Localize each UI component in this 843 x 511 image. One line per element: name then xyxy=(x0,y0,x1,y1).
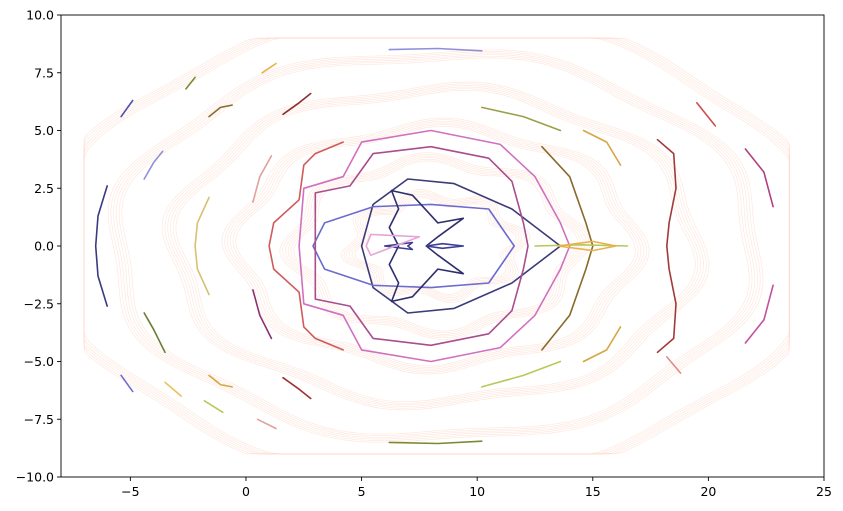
background-wave-ring xyxy=(107,49,764,443)
background-wave-ring xyxy=(170,86,702,406)
series-line-17 xyxy=(656,138,677,354)
x-tick-label: 25 xyxy=(816,484,832,499)
background-wave-ring xyxy=(224,119,647,373)
series-line-4 xyxy=(425,242,465,250)
series-line-10 xyxy=(541,145,594,351)
series-line-20 xyxy=(744,284,774,344)
series-line-5 xyxy=(365,233,421,256)
series-line-26 xyxy=(208,104,233,118)
background-wave-ring xyxy=(167,85,704,407)
series-line-24 xyxy=(282,92,312,116)
series-group xyxy=(94,47,774,445)
y-tick-label: 2.5 xyxy=(34,181,54,196)
x-tick-label: 0 xyxy=(242,484,250,499)
background-wave-ring xyxy=(235,125,636,367)
series-line-29 xyxy=(256,418,277,430)
background-wave-ring xyxy=(287,157,584,335)
series-line-1 xyxy=(312,203,515,289)
y-tick-label: 10.0 xyxy=(26,8,54,23)
series-line-30 xyxy=(252,155,273,203)
series-line-39 xyxy=(120,374,134,393)
y-tick-label: −2.5 xyxy=(24,296,54,311)
series-line-16 xyxy=(582,326,622,363)
background-wave-ring xyxy=(279,152,592,340)
series-line-34 xyxy=(203,400,224,414)
background-wave-ring xyxy=(118,55,753,437)
series-line-32 xyxy=(194,196,210,296)
y-tick-label: 0.0 xyxy=(34,239,54,254)
x-axis-ticks: −5 0 5 10 15 20 25 xyxy=(121,477,832,499)
background-wave-ring xyxy=(229,122,642,370)
series-line-21 xyxy=(696,102,717,127)
x-tick-label: 10 xyxy=(469,484,485,499)
background-wave-ring xyxy=(175,90,696,402)
background-wave-ring xyxy=(346,192,525,300)
series-line-35 xyxy=(143,150,164,180)
y-tick-label: −10.0 xyxy=(16,470,54,485)
y-tick-label: 5.0 xyxy=(34,123,54,138)
background-wave-ring xyxy=(221,117,650,375)
y-tick-label: −7.5 xyxy=(24,412,54,427)
series-line-15 xyxy=(481,360,562,388)
series-line-31 xyxy=(252,289,273,340)
series-line-33 xyxy=(185,76,196,90)
series-line-38 xyxy=(120,99,134,118)
background-wave-ring xyxy=(113,52,758,440)
series-line-28 xyxy=(261,62,277,74)
x-tick-label: 20 xyxy=(700,484,716,499)
series-line-40 xyxy=(164,381,182,397)
series-line-18 xyxy=(666,356,682,374)
series-line-9 xyxy=(314,141,344,155)
background-wave-ring xyxy=(116,54,756,438)
background-wave-ring xyxy=(232,124,639,368)
background-wave-ring xyxy=(284,155,587,337)
x-tick-label: 5 xyxy=(358,484,366,499)
series-line-37 xyxy=(94,185,108,307)
series-line-36 xyxy=(143,312,166,354)
background-wave-ring xyxy=(121,57,750,435)
y-axis-ticks: −10.0 −7.5 −5.0 −2.5 0.0 2.5 5.0 7.5 10.0 xyxy=(16,8,61,485)
x-tick-label: 15 xyxy=(585,484,601,499)
series-line-14 xyxy=(582,129,622,166)
background-wave-ring xyxy=(227,120,644,372)
plot-area xyxy=(61,15,824,477)
background-wave-ring xyxy=(343,190,528,302)
background-wave-ring xyxy=(110,51,761,441)
series-line-7 xyxy=(298,129,571,363)
background-wave-ring xyxy=(161,81,710,411)
background-wave-ring xyxy=(164,83,707,409)
axes: −5 0 5 10 15 20 25 −10.0 −7.5 −5.0 −2.5 0.0 2.5 5.0 7… xyxy=(16,8,832,500)
series-line-25 xyxy=(282,376,312,400)
background-wave-ring xyxy=(293,160,578,332)
background-wave-ring xyxy=(172,88,699,404)
background-wave-ring xyxy=(351,195,520,297)
series-line-6 xyxy=(314,145,529,347)
series-line-23 xyxy=(388,440,483,445)
y-tick-label: 7.5 xyxy=(34,65,54,80)
series-line-27 xyxy=(208,374,233,388)
series-line-13 xyxy=(481,106,562,132)
series-line-19 xyxy=(744,148,774,208)
series-line-2 xyxy=(388,189,465,303)
series-line-22 xyxy=(388,47,483,52)
x-tick-label: −5 xyxy=(121,484,139,499)
series-line-8 xyxy=(268,152,344,351)
background-wave-ring xyxy=(83,37,790,455)
y-tick-label: −5.0 xyxy=(24,354,54,369)
series-line-12 xyxy=(557,240,617,252)
